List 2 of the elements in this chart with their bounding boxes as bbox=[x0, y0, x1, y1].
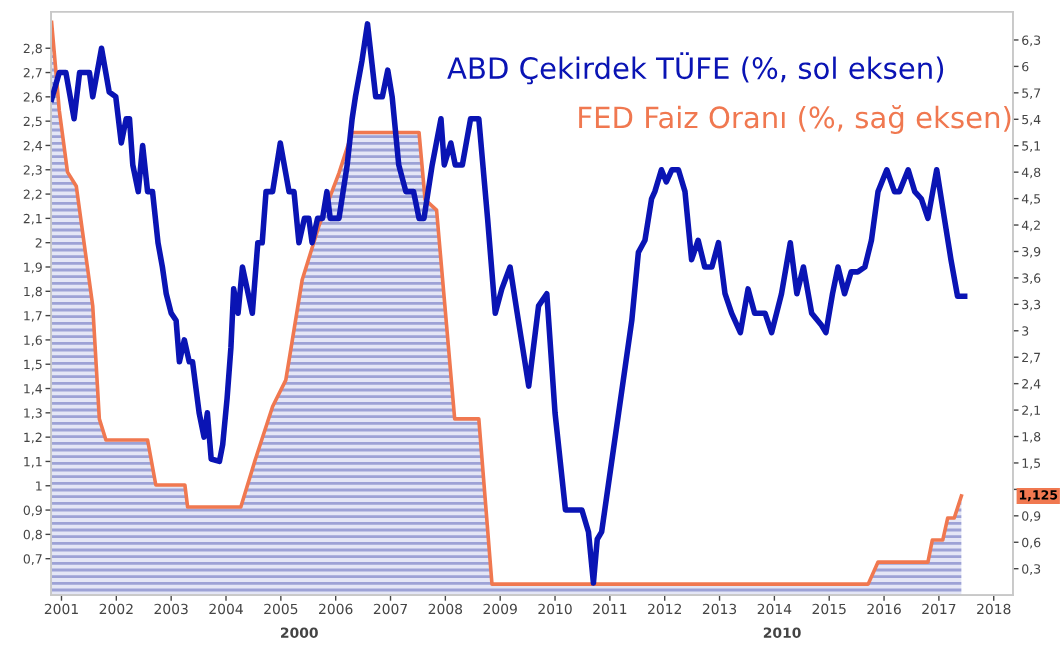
series-label: ABD Çekirdek TÜFE (%, sol eksen) bbox=[447, 52, 944, 85]
text: FED Faiz Oranı (%, sağ eksen) bbox=[579, 105, 1011, 135]
